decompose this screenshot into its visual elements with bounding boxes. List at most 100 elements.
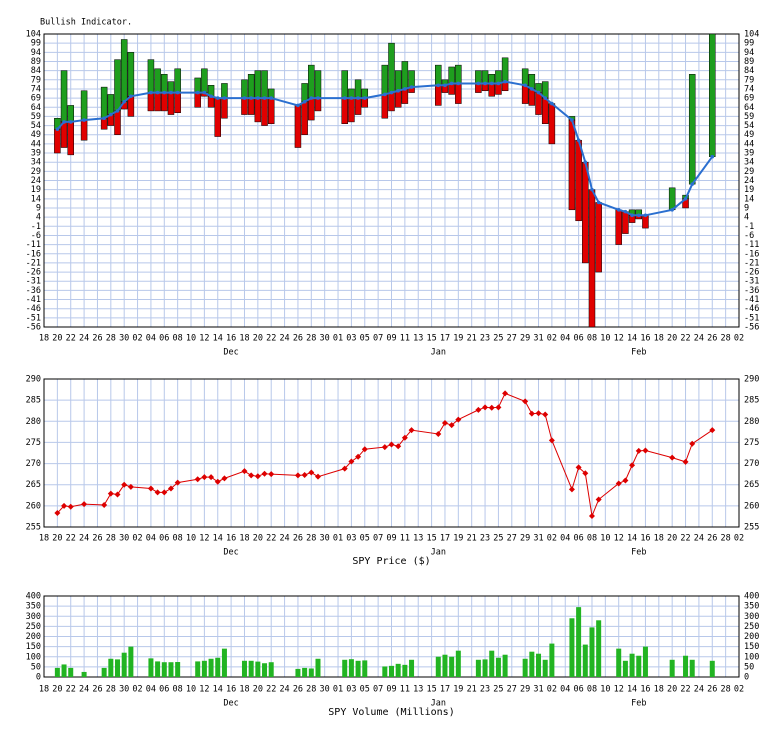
- price-point: [101, 502, 108, 509]
- x-tick-label: 31: [533, 534, 543, 544]
- x-tick-label: 26: [92, 334, 102, 344]
- y2-tick-label: -56: [744, 323, 759, 333]
- x-tick-label: 24: [694, 534, 704, 544]
- average-point: [102, 116, 106, 121]
- price-point: [161, 489, 168, 496]
- x-axis-label: SPY Price ($): [352, 556, 430, 567]
- x-tick-label: 12: [614, 685, 624, 695]
- x-tick-label: 18: [239, 534, 249, 544]
- upper-bar: [254, 70, 262, 99]
- price-point: [221, 475, 228, 482]
- average-point: [383, 92, 387, 97]
- x-tick-label: 18: [239, 334, 249, 344]
- volume-bar: [542, 659, 548, 677]
- y2-tick-label: 34: [744, 158, 754, 168]
- x-tick-label: 20: [253, 334, 263, 344]
- month-label: Dec: [223, 699, 238, 709]
- y-tick-label: 89: [31, 57, 41, 67]
- x-tick-label: 16: [640, 685, 650, 695]
- price-point: [689, 440, 696, 447]
- x-tick-label: 26: [293, 334, 303, 344]
- x-tick-label: 24: [79, 685, 89, 695]
- average-point: [710, 154, 715, 159]
- x-tick-label: 21: [467, 334, 477, 344]
- volume-bar: [475, 659, 481, 677]
- price-point: [361, 446, 368, 453]
- x-tick-label: 07: [373, 685, 383, 695]
- x-tick-label: 16: [226, 685, 236, 695]
- y-tick-label: 54: [31, 121, 41, 131]
- x-tick-label: 17: [440, 334, 450, 344]
- average-point: [496, 81, 501, 86]
- upper-bar: [408, 70, 415, 88]
- x-tick-label: 01: [333, 534, 343, 544]
- y2-tick-label: 300: [744, 612, 759, 622]
- x-tick-label: 02: [734, 685, 744, 695]
- x-tick-label: 14: [213, 334, 223, 344]
- x-tick-label: 21: [467, 534, 477, 544]
- upper-bar: [201, 68, 208, 93]
- y2-tick-label: 400: [744, 592, 759, 602]
- price-point: [248, 472, 255, 479]
- upper-bar: [308, 64, 315, 99]
- y-tick-label: 290: [26, 375, 41, 385]
- average-point: [215, 96, 220, 100]
- lower-bar: [67, 121, 74, 156]
- lower-bar: [214, 97, 221, 137]
- price-point: [542, 411, 549, 418]
- upper-bar: [709, 33, 716, 157]
- x-tick-label: 28: [106, 534, 116, 544]
- x-tick-label: 06: [159, 685, 169, 695]
- y2-tick-label: 270: [744, 459, 759, 469]
- y-tick-label: 255: [26, 523, 41, 533]
- volume-bar: [348, 659, 354, 677]
- y-tick-label: 280: [26, 417, 41, 427]
- price-point: [475, 406, 482, 413]
- y-tick-label: 79: [31, 75, 41, 85]
- y-tick-label: -36: [26, 286, 41, 296]
- lower-bar: [582, 161, 589, 264]
- x-tick-label: 26: [707, 685, 717, 695]
- upper-bar: [80, 90, 88, 121]
- y2-tick-label: 84: [744, 66, 754, 76]
- y2-tick-label: 280: [744, 417, 759, 427]
- y2-tick-label: -21: [744, 258, 759, 268]
- y2-tick-label: 4: [744, 213, 749, 223]
- price-point: [241, 468, 248, 475]
- y-tick-label: 64: [31, 103, 41, 113]
- volume-bar: [622, 660, 628, 677]
- y2-tick-label: -11: [744, 240, 759, 250]
- price-point: [341, 465, 348, 472]
- x-tick-label: 12: [199, 334, 209, 344]
- price-point: [448, 422, 455, 429]
- x-tick-label: 12: [614, 334, 624, 344]
- x-tick-label: 29: [520, 534, 530, 544]
- average-point: [202, 90, 207, 95]
- price-point: [622, 477, 629, 484]
- x-tick-label: 18: [39, 334, 49, 344]
- x-tick-label: 18: [654, 685, 664, 695]
- volume-bar: [389, 665, 394, 677]
- volume-bar: [108, 658, 114, 677]
- x-tick-label: 18: [654, 534, 664, 544]
- x-tick-label: 30: [119, 334, 129, 344]
- y2-tick-label: 54: [744, 121, 754, 131]
- lower-bar: [174, 92, 181, 113]
- average-point: [309, 96, 314, 100]
- y2-tick-label: 69: [744, 94, 754, 104]
- x-tick-label: 23: [480, 685, 490, 695]
- x-tick-label: 04: [560, 534, 570, 544]
- upper-bar: [354, 79, 362, 99]
- x-tick-label: 28: [721, 685, 731, 695]
- x-tick-label: 26: [707, 334, 717, 344]
- x-tick-label: 05: [360, 534, 370, 544]
- y-tick-label: 29: [31, 167, 41, 177]
- y2-tick-label: 260: [744, 501, 759, 511]
- price-point: [214, 478, 221, 485]
- lower-bar: [394, 90, 402, 108]
- y2-tick-label: 100: [744, 652, 759, 662]
- x-tick-label: 06: [573, 685, 583, 695]
- x-tick-label: 19: [453, 534, 463, 544]
- volume-bar: [636, 655, 642, 677]
- month-label: Jan: [431, 348, 446, 358]
